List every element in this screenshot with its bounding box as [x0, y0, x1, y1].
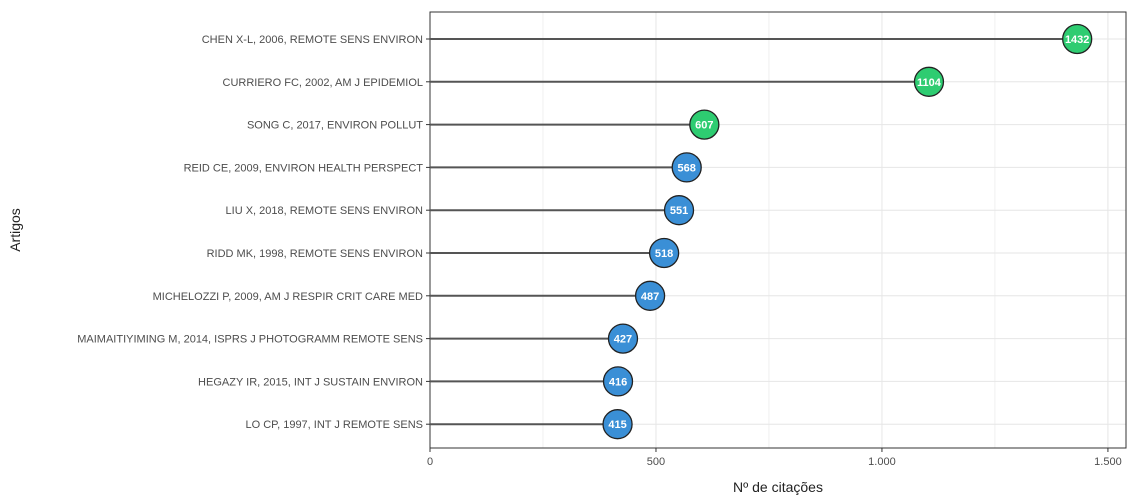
x-tick-label: 0: [427, 456, 433, 468]
value-label: 416: [609, 376, 627, 388]
axis-layer: 0 500 1.000 1.500 CHEN X-L, 2006, REMOTE SEN…: [77, 34, 1121, 468]
x-tick-label: 1.000: [868, 456, 896, 468]
value-label: 1104: [917, 77, 942, 89]
y-tick-label: LIU X, 2018, REMOTE SENS ENVIRON: [226, 205, 424, 217]
plot-panel-border: [429, 11, 1127, 449]
lollipop-dot: [689, 109, 720, 140]
y-tick-label: RIDD MK, 1998, REMOTE SENS ENVIRON: [207, 248, 423, 260]
x-tick-label: 1.500: [1094, 456, 1122, 468]
lollipop-dot: [607, 323, 639, 354]
y-tick-label: REID CE, 2009, ENVIRON HEALTH PERSPECT: [184, 162, 424, 174]
value-label: 1432: [1065, 34, 1089, 46]
y-tick-label: SONG C, 2017, ENVIRON POLLUT: [247, 120, 423, 132]
x-tick-label: 500: [647, 456, 665, 468]
lollipop-dot: [634, 280, 666, 311]
value-label: 487: [641, 291, 659, 303]
y-tick-label: LO CP, 1997, INT J REMOTE SENS: [246, 419, 424, 431]
lollipop-dot: [648, 237, 680, 269]
lollipop-dot: [1062, 23, 1093, 55]
y-tick-label: CHEN X-L, 2006, REMOTE SENS ENVIRON: [202, 34, 423, 46]
grid-layer: [429, 12, 1126, 448]
value-label: 518: [655, 248, 673, 260]
value-label: 551: [670, 205, 688, 217]
y-tick-label: CURRIERO FC, 2002, AM J EPIDEMIOL: [223, 77, 424, 89]
lollipop-dot: [602, 366, 634, 397]
mark-layer: 1432 1104 607 568 551 518 487 427 416 415: [430, 23, 1093, 440]
lollipop-dot: [663, 195, 695, 226]
y-tick-label: MICHELOZZI P, 2009, AM J RESPIR CRIT CAR…: [153, 291, 423, 303]
value-label: 607: [695, 120, 713, 132]
lollipop-dot: [602, 409, 633, 440]
value-label: 415: [608, 419, 626, 431]
value-label: 568: [678, 162, 696, 174]
x-axis-title: Nº de citações: [733, 479, 823, 495]
lollipop-dot: [913, 66, 945, 97]
value-label: 427: [614, 334, 632, 346]
y-axis-title: Artigos: [7, 208, 23, 252]
y-tick-label: MAIMAITIYIMING M, 2014, ISPRS J PHOTOGRA…: [77, 334, 423, 346]
lollipop-dot: [671, 152, 702, 183]
y-tick-label: HEGAZY IR, 2015, INT J SUSTAIN ENVIRON: [198, 376, 423, 388]
